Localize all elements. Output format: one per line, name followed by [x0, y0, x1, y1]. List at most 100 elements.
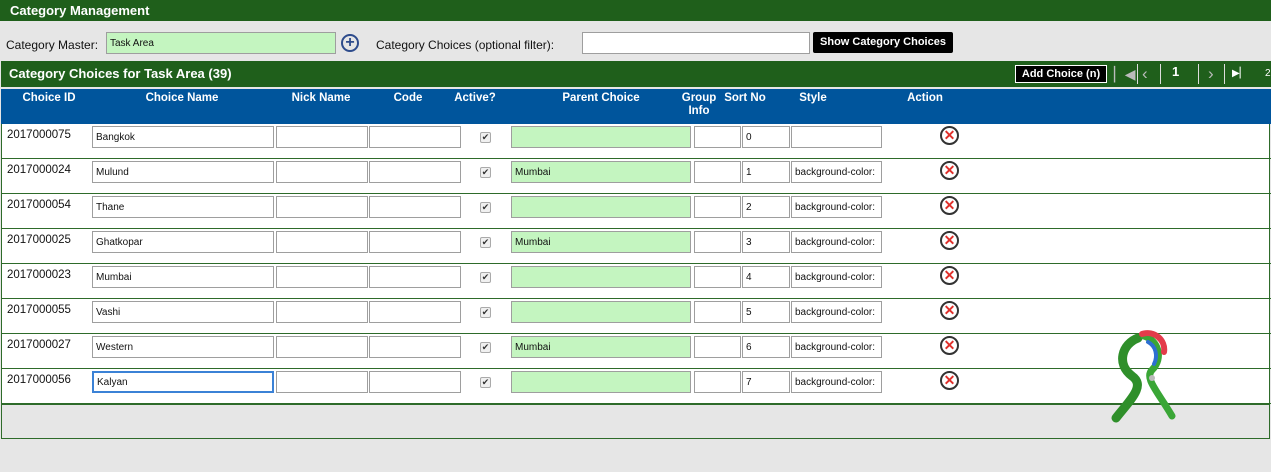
delete-icon[interactable]: ✕: [940, 336, 959, 355]
nick-name-input[interactable]: [276, 301, 368, 323]
group-info-input[interactable]: [694, 371, 741, 393]
parent-choice-input[interactable]: [511, 196, 691, 218]
choice-name-input[interactable]: [92, 161, 274, 183]
choice-name-input[interactable]: [92, 371, 274, 393]
nick-name-input[interactable]: [276, 161, 368, 183]
choice-name-input[interactable]: [92, 301, 274, 323]
nick-name-input[interactable]: [276, 231, 368, 253]
page-title: Category Management: [0, 0, 1271, 21]
style-input[interactable]: [791, 196, 882, 218]
sort-no-input[interactable]: [742, 266, 790, 288]
active-checkbox[interactable]: ✔: [480, 377, 491, 388]
group-info-input[interactable]: [694, 301, 741, 323]
choice-name-input[interactable]: [92, 126, 274, 148]
style-input[interactable]: [791, 231, 882, 253]
choice-id: 2017000056: [7, 374, 71, 386]
code-input[interactable]: [369, 126, 461, 148]
filter-row: Category Master: + Category Choices (opt…: [0, 27, 1271, 57]
category-master-input[interactable]: [106, 32, 336, 54]
parent-choice-input[interactable]: [511, 266, 691, 288]
style-input[interactable]: [791, 266, 882, 288]
active-checkbox[interactable]: ✔: [480, 307, 491, 318]
delete-icon[interactable]: ✕: [940, 301, 959, 320]
active-checkbox[interactable]: ✔: [480, 202, 491, 213]
sort-no-input[interactable]: [742, 161, 790, 183]
nick-name-input[interactable]: [276, 266, 368, 288]
delete-icon[interactable]: ✕: [940, 126, 959, 145]
style-input[interactable]: [791, 336, 882, 358]
show-category-choices-button[interactable]: Show Category Choices: [813, 32, 953, 53]
choices-table: 2017000075 ✔ ✕ 2017000024 ✔ ✕ 2017000054…: [1, 124, 1271, 439]
code-input[interactable]: [369, 231, 461, 253]
group-info-input[interactable]: [694, 126, 741, 148]
pager-divider: [1160, 64, 1161, 84]
parent-choice-input[interactable]: [511, 126, 691, 148]
delete-icon[interactable]: ✕: [940, 161, 959, 180]
pager-divider: [1224, 64, 1225, 84]
sort-no-input[interactable]: [742, 336, 790, 358]
nick-name-input[interactable]: [276, 336, 368, 358]
code-input[interactable]: [369, 161, 461, 183]
active-checkbox[interactable]: ✔: [480, 167, 491, 178]
delete-icon[interactable]: ✕: [940, 231, 959, 250]
category-master-label: Category Master:: [6, 38, 99, 52]
parent-choice-input[interactable]: [511, 231, 691, 253]
add-choice-button[interactable]: Add Choice (n): [1015, 65, 1107, 83]
nick-name-input[interactable]: [276, 196, 368, 218]
delete-icon[interactable]: ✕: [940, 371, 959, 390]
choice-id: 2017000054: [7, 199, 71, 211]
group-info-input[interactable]: [694, 231, 741, 253]
table-row: 2017000054 ✔ ✕: [2, 194, 1271, 229]
delete-icon[interactable]: ✕: [940, 266, 959, 285]
first-page-icon[interactable]: ▏◀: [1114, 66, 1136, 82]
add-category-icon[interactable]: +: [341, 34, 359, 52]
parent-choice-input[interactable]: [511, 161, 691, 183]
sort-no-input[interactable]: [742, 371, 790, 393]
next-page-number[interactable]: 2: [1265, 68, 1271, 79]
code-input[interactable]: [369, 336, 461, 358]
prev-page-icon[interactable]: ‹: [1142, 64, 1148, 83]
group-info-input[interactable]: [694, 161, 741, 183]
group-info-input[interactable]: [694, 196, 741, 218]
choice-id: 2017000027: [7, 339, 71, 351]
sort-no-input[interactable]: [742, 301, 790, 323]
style-input[interactable]: [791, 371, 882, 393]
choice-id: 2017000025: [7, 234, 71, 246]
code-input[interactable]: [369, 371, 461, 393]
nick-name-input[interactable]: [276, 126, 368, 148]
choice-id: 2017000075: [7, 129, 71, 141]
last-page-icon[interactable]: ▶▏: [1232, 68, 1248, 79]
code-input[interactable]: [369, 196, 461, 218]
active-checkbox[interactable]: ✔: [480, 272, 491, 283]
code-input[interactable]: [369, 301, 461, 323]
category-choices-filter-input[interactable]: [582, 32, 810, 54]
code-input[interactable]: [369, 266, 461, 288]
active-checkbox[interactable]: ✔: [480, 342, 491, 353]
delete-icon[interactable]: ✕: [940, 196, 959, 215]
active-checkbox[interactable]: ✔: [480, 132, 491, 143]
next-page-icon[interactable]: ›: [1208, 64, 1214, 83]
style-input[interactable]: [791, 126, 882, 148]
choice-name-input[interactable]: [92, 336, 274, 358]
sort-no-input[interactable]: [742, 231, 790, 253]
active-checkbox[interactable]: ✔: [480, 237, 491, 248]
choice-name-input[interactable]: [92, 196, 274, 218]
group-info-input[interactable]: [694, 266, 741, 288]
group-info-input[interactable]: [694, 336, 741, 358]
parent-choice-input[interactable]: [511, 301, 691, 323]
choice-name-input[interactable]: [92, 231, 274, 253]
table-row: 2017000023 ✔ ✕: [2, 264, 1271, 299]
style-input[interactable]: [791, 161, 882, 183]
pager-divider: [1137, 64, 1138, 84]
nick-name-input[interactable]: [276, 371, 368, 393]
sort-no-input[interactable]: [742, 196, 790, 218]
choice-name-input[interactable]: [92, 266, 274, 288]
table-header: Choice ID Choice Name Nick Name Code Act…: [1, 89, 1271, 124]
col-nick-name: Nick Name: [291, 92, 351, 104]
col-active: Active?: [454, 92, 496, 104]
col-parent-choice: Parent Choice: [562, 92, 640, 104]
style-input[interactable]: [791, 301, 882, 323]
sort-no-input[interactable]: [742, 126, 790, 148]
parent-choice-input[interactable]: [511, 336, 691, 358]
parent-choice-input[interactable]: [511, 371, 691, 393]
